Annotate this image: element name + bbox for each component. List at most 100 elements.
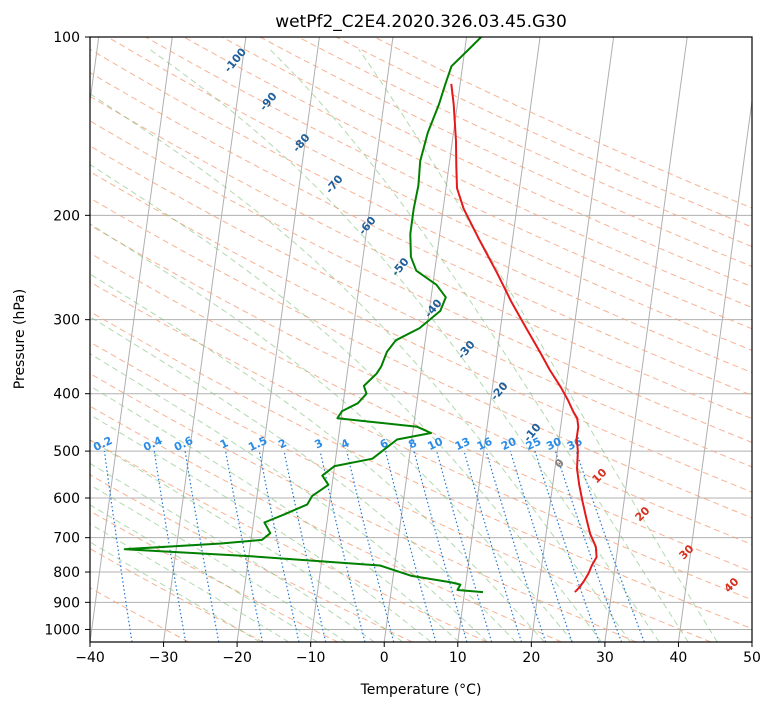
dry-adiabat-label: -80 — [290, 131, 313, 155]
isotherm-line — [457, 37, 541, 642]
mixing-ratio-label: 16 — [475, 435, 495, 453]
moist-adiabat-line — [90, 385, 460, 642]
x-tick-label: −10 — [296, 650, 326, 666]
y-tick-label: 800 — [53, 565, 80, 581]
dry-adiabat-label: -90 — [257, 90, 280, 114]
mixing-ratio-line — [534, 450, 600, 642]
mixing-ratio-line — [184, 451, 220, 642]
mixing-ratio-label: 1 — [218, 436, 230, 451]
dry-adiabat-line — [90, 120, 752, 444]
mixing-ratio-line — [385, 450, 437, 642]
isotherm-line — [90, 37, 173, 642]
moist-adiabat-label: 30 — [677, 542, 697, 562]
mixing-ratio-label: 36 — [565, 435, 585, 453]
moist-adiabat-line — [358, 49, 718, 642]
dry-adiabat-line — [90, 252, 752, 573]
dry-adiabat-label: -30 — [455, 338, 478, 362]
mixing-ratio-label: 20 — [499, 435, 519, 453]
moist-adiabat-label: 40 — [722, 575, 742, 595]
dry-adiabat-line — [90, 310, 752, 630]
moist-adiabat-label: 10 — [590, 466, 610, 486]
dry-adiabat-line — [374, 37, 752, 209]
dry-adiabat-line — [90, 281, 752, 601]
y-tick-label: 600 — [53, 491, 80, 507]
isotherm-line — [604, 37, 688, 642]
isotherm-line — [751, 638, 752, 642]
moist-adiabat-line — [90, 223, 574, 642]
moist-adiabat-line — [90, 439, 403, 642]
moist-adiabat-line — [90, 353, 488, 642]
y-axis-label: Pressure (hPa) — [12, 289, 28, 389]
y-tick-label: 100 — [53, 30, 80, 46]
moist-adiabat-line — [149, 49, 660, 642]
dry-adiabat-line — [90, 405, 562, 642]
moist-adiabat-line — [269, 49, 689, 642]
x-tick-label: −30 — [149, 650, 179, 666]
dry-adiabat-line — [335, 37, 752, 228]
dry-adiabat-line — [90, 224, 752, 545]
mixing-ratio-label: 13 — [453, 435, 472, 453]
dry-adiabat-line — [90, 171, 752, 493]
chart-title: wetPf2_C2E4.2020.326.03.45.G30 — [275, 12, 567, 32]
moist-adiabat-line — [90, 163, 602, 642]
x-tick-label: 40 — [670, 650, 688, 666]
mixing-ratio-line — [554, 450, 623, 642]
moist-adiabat-label: 20 — [633, 504, 653, 524]
mixing-ratio-line — [413, 450, 468, 642]
mixing-ratio-label: 3 — [313, 436, 325, 451]
dry-adiabat-line — [90, 95, 752, 420]
dry-adiabat-line — [259, 37, 752, 268]
isotherm-line — [677, 97, 752, 642]
moist-adiabat-line — [90, 414, 432, 642]
isotherm-line — [236, 37, 320, 642]
moist-adiabat-line — [90, 523, 290, 642]
dry-adiabat-line — [183, 37, 752, 309]
dry-adiabat-label: -20 — [488, 379, 511, 403]
mixing-ratio-line — [463, 450, 523, 642]
mixing-ratio-line — [319, 450, 366, 642]
dry-adiabat-label: -60 — [356, 214, 379, 238]
moist-adiabat-line — [90, 484, 347, 642]
x-tick-label: −20 — [222, 650, 252, 666]
mixing-ratio-line — [283, 450, 327, 642]
y-tick-label: 1000 — [44, 622, 80, 638]
moist-adiabat-line — [90, 93, 631, 642]
x-tick-label: 10 — [449, 650, 467, 666]
adiabat-labels: 0.1 0.2 0.4 0.6 1 1.5 2 3 4 6 8 10 13 16 20 25 30 36-100-… — [91, 45, 742, 595]
mixing-ratio-line — [575, 450, 645, 642]
mixing-ratio-line — [436, 450, 493, 642]
x-tick-label: 50 — [743, 650, 761, 666]
dry-adiabat-line — [90, 72, 752, 396]
mixing-ratio-label: 25 — [524, 435, 543, 453]
mixing-ratio-line — [225, 450, 264, 642]
x-tick-label: −40 — [75, 650, 105, 666]
y-tick-label: 900 — [53, 595, 80, 611]
axes: −40 −30 −20 −10 0 10 20 30 40 50 100 200 300 400 500 60… — [44, 30, 761, 666]
dry-adiabat-line — [90, 439, 488, 642]
isotherm-line — [530, 37, 615, 642]
x-tick-label: 20 — [522, 650, 540, 666]
y-tick-label: 200 — [53, 208, 80, 224]
x-tick-label: 0 — [380, 650, 389, 666]
y-tick-label: 400 — [53, 387, 80, 403]
dry-adiabat-line — [221, 37, 752, 288]
mixing-ratio-label: 10 — [426, 435, 446, 453]
moist-adiabat-line — [90, 462, 375, 642]
moist-adiabat-line — [90, 316, 517, 642]
mixing-ratio-line — [103, 451, 133, 642]
x-axis-label: Temperature (°C) — [360, 682, 482, 698]
x-tick-label: 30 — [596, 650, 614, 666]
isotherm-line — [90, 37, 100, 105]
plot-frame — [89, 36, 753, 643]
y-tick-label: 500 — [53, 444, 80, 460]
dewpoint-profile-line — [123, 37, 484, 594]
dry-adiabat-line — [90, 474, 413, 642]
mixing-ratio-line — [346, 450, 395, 642]
y-tick-label: 700 — [53, 531, 80, 547]
dry-adiabat-line — [90, 48, 752, 374]
dry-adiabat-line — [297, 37, 752, 248]
isotherm-line — [383, 37, 468, 642]
dry-adiabat-line — [90, 341, 711, 642]
dry-adiabat-label: -70 — [323, 172, 346, 196]
